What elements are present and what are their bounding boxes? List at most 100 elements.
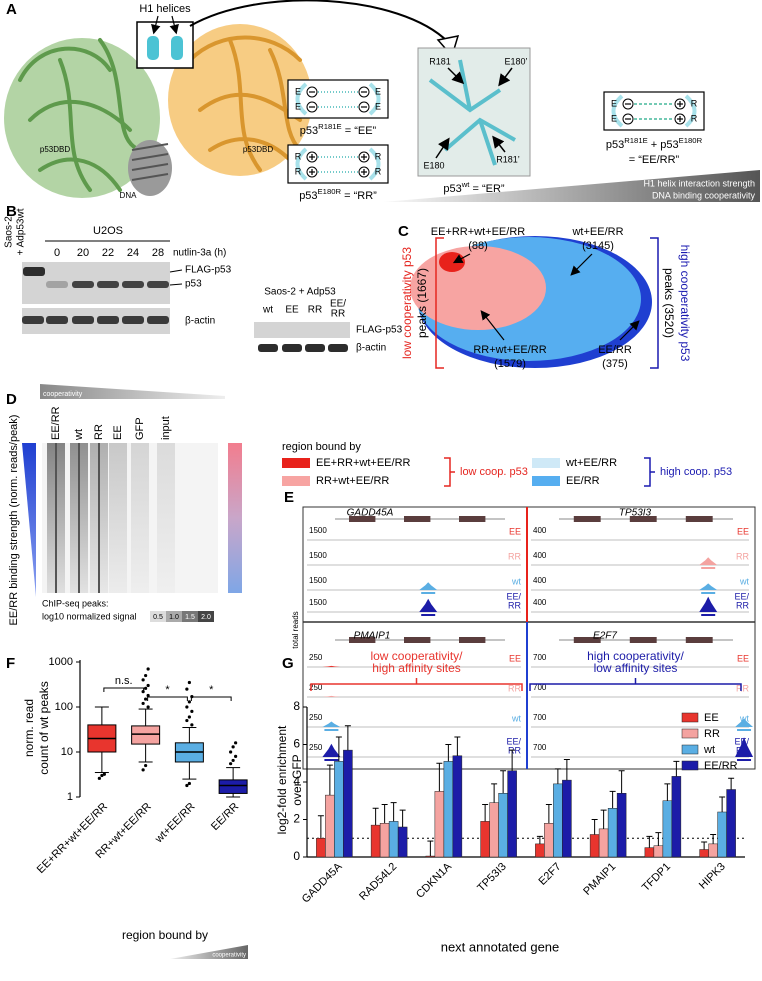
label: R181’	[496, 154, 520, 164]
label: EE	[737, 526, 749, 536]
label: 700	[533, 743, 547, 752]
panel-label: A	[6, 1, 17, 18]
label: 1.5	[185, 614, 195, 621]
significance-bracket	[147, 696, 188, 701]
strength-triangle	[22, 443, 36, 597]
label: high cooperativity p53	[678, 245, 692, 362]
label: Saos-2	[4, 216, 15, 248]
bracket	[444, 457, 455, 487]
y-tick-label: 0	[293, 849, 300, 863]
ee-caption-part: = “EE”	[342, 125, 377, 137]
label: (88)	[468, 240, 488, 252]
label: 400	[533, 551, 547, 560]
label: RR	[308, 305, 322, 316]
heatmap-column	[131, 443, 149, 593]
dna-stripe	[131, 143, 169, 151]
y-tick-label: 1000	[49, 656, 73, 668]
label: FLAG-p53	[185, 265, 232, 276]
legend-label: wt	[703, 744, 715, 756]
interaction-arc	[368, 147, 381, 181]
scale-box	[182, 611, 198, 622]
bar	[325, 794, 335, 858]
charge-letter: R	[691, 98, 698, 108]
ribbon	[28, 99, 132, 132]
peak-call	[701, 614, 716, 616]
y-tick-label: 2	[293, 812, 300, 826]
pointer	[480, 310, 505, 341]
y-tick-label: 6	[293, 737, 300, 751]
bracket	[644, 457, 655, 487]
peak-call	[421, 592, 436, 594]
label: DNA	[120, 191, 138, 200]
label: wt+EE/RR	[565, 457, 617, 469]
x-axis-label: next annotated gene	[441, 939, 560, 954]
bar	[507, 770, 517, 858]
peak-call	[324, 729, 339, 731]
rr-caption-part: E180R	[318, 187, 342, 196]
coverage-peak	[419, 582, 438, 590]
y-tick-label: 1	[67, 791, 73, 803]
x-tick-label: CDKN1A	[414, 860, 455, 901]
group-label: high cooperativity/	[587, 649, 684, 663]
label: 250	[309, 743, 323, 752]
flier	[229, 750, 233, 754]
x-tick-label: RAD54L2	[357, 861, 399, 903]
label: + Adp53wt	[16, 208, 27, 255]
pointer	[435, 137, 450, 159]
pointer	[169, 283, 183, 286]
label: R181	[429, 56, 451, 66]
exon	[459, 637, 486, 643]
label: H1 helix interaction strength	[643, 178, 755, 188]
eerr-caption-part: p53	[606, 139, 624, 151]
label: (375)	[602, 358, 628, 370]
label: EE/RR binding strength (norm. reads/peak…	[8, 415, 20, 626]
scale-box	[166, 611, 182, 622]
label: RR	[508, 683, 521, 693]
peak-call	[421, 614, 436, 616]
label: β-actin	[356, 343, 386, 354]
label: ChIP-seq peaks:	[42, 598, 109, 608]
residue-stick	[478, 119, 497, 166]
x-tick-label: TFDP1	[640, 861, 673, 894]
pointer	[452, 253, 471, 264]
coverage-peak	[322, 743, 341, 757]
label: 22	[102, 247, 114, 259]
label: wt	[739, 576, 749, 586]
exon	[349, 516, 376, 522]
bar	[316, 838, 326, 858]
flier	[144, 686, 148, 690]
flier	[185, 718, 189, 723]
interaction-arc	[611, 94, 624, 128]
label: RR	[736, 600, 749, 610]
label: E180	[423, 160, 444, 170]
exon	[349, 637, 376, 643]
label: RR	[736, 551, 749, 561]
heatmap	[42, 443, 218, 593]
group-bracket	[310, 678, 523, 691]
charge-letter: R	[375, 166, 382, 176]
legend-label: EE	[704, 712, 719, 724]
label: log10 normalized signal	[42, 611, 137, 621]
y-axis-label: over GFP	[290, 754, 304, 805]
eerr-caption-part: + p53	[648, 139, 679, 151]
bar	[452, 755, 463, 858]
blot	[254, 322, 350, 338]
legend-swatch	[681, 744, 699, 755]
pointer	[169, 15, 179, 35]
label: EE	[509, 653, 521, 663]
x-tick-label: EE+RR+wt+EE/RR	[35, 801, 110, 876]
exon	[685, 516, 713, 522]
region-stripe	[228, 443, 242, 593]
flier	[187, 680, 191, 685]
bar	[607, 808, 618, 858]
label: peaks (3520)	[662, 268, 676, 338]
label: wt+EE/RR	[571, 226, 623, 238]
venn-rr	[410, 246, 546, 330]
bar	[616, 793, 627, 858]
flier	[141, 768, 145, 772]
bar	[397, 826, 408, 858]
interaction-arc	[368, 82, 381, 116]
label: GFP	[134, 417, 146, 440]
big-arrow	[189, 0, 449, 43]
ribbon	[58, 58, 92, 192]
